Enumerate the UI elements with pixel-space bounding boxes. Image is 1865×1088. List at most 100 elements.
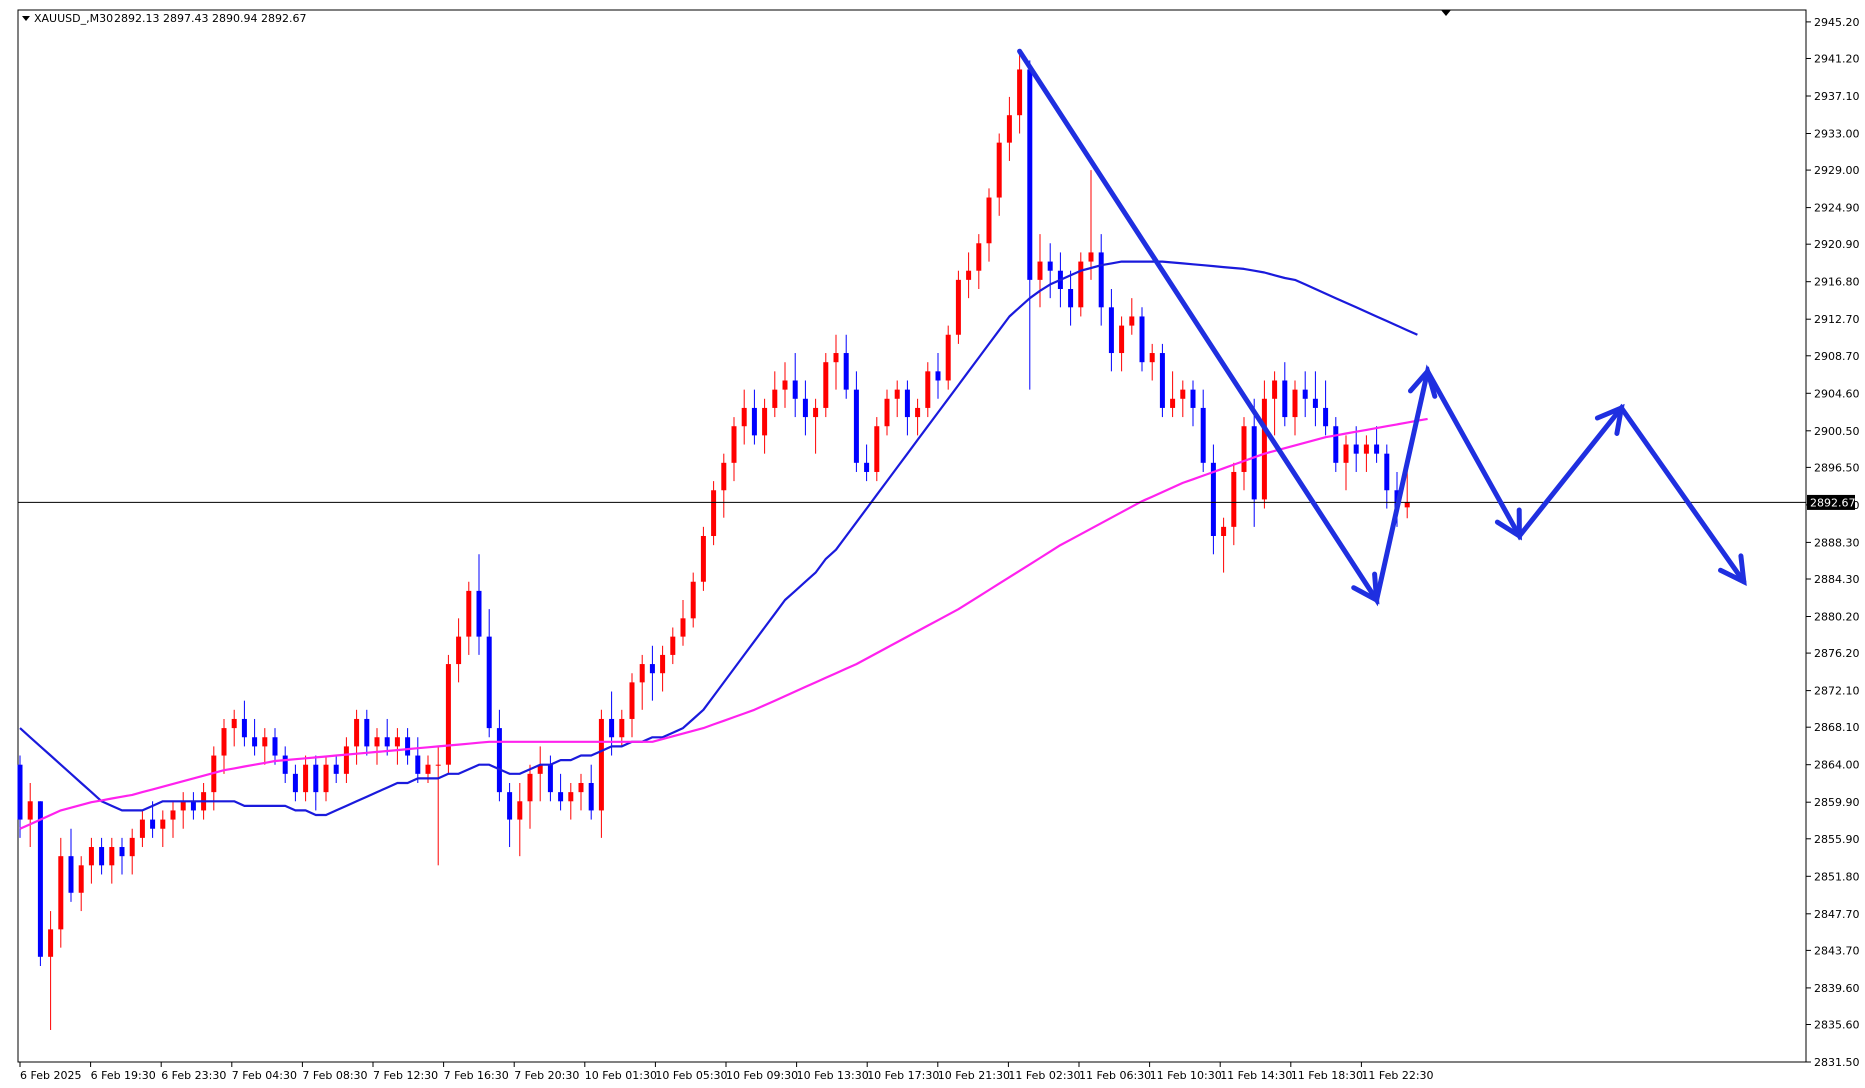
projection-arrowhead [1494, 507, 1522, 541]
candle-bull [915, 407, 921, 418]
x-tick-label: 10 Feb 05:30 [655, 1069, 727, 1082]
y-tick-label: 2872.10 [1814, 685, 1860, 698]
candle-bear [405, 737, 411, 756]
y-tick-label: 2888.30 [1814, 536, 1860, 549]
header-ohlc: 2892.13 2897.43 2890.94 2892.67 [114, 12, 306, 25]
candle-bull [354, 718, 360, 747]
candle-bull [78, 865, 84, 893]
candle-bull [721, 462, 727, 491]
candle-bull [170, 810, 176, 820]
candle-bull [1363, 444, 1369, 454]
candle-bull [976, 243, 982, 271]
x-tick-label: 10 Feb 17:30 [867, 1069, 939, 1082]
candle-bear [476, 590, 482, 637]
candle-bear [1047, 261, 1053, 271]
candle-bull [1088, 252, 1094, 262]
candle-bear [1108, 307, 1114, 354]
candle-bull [741, 407, 747, 427]
candle-bull [48, 929, 54, 957]
candle-bear [364, 718, 370, 747]
candle-bull [782, 380, 788, 390]
candle-bear [1200, 407, 1206, 463]
y-tick-label: 2912.70 [1814, 313, 1860, 326]
y-tick-label: 2933.00 [1814, 127, 1860, 140]
candle-bull [1129, 316, 1135, 326]
candle-bull [1343, 444, 1349, 463]
candle-bull [129, 837, 135, 857]
candle-bear [792, 380, 798, 399]
y-tick-label: 2937.10 [1814, 90, 1860, 103]
candle-bull [762, 407, 768, 436]
x-tick-label: 7 Feb 08:30 [302, 1069, 367, 1082]
current-price-tag-bg [1807, 494, 1855, 510]
candle-bear [507, 792, 513, 820]
candle-bear [99, 847, 105, 866]
candle-bull [374, 737, 380, 747]
candle-bull [1241, 426, 1247, 472]
candles-layer [17, 51, 1410, 1030]
y-tick-label: 2880.20 [1814, 611, 1860, 624]
candle-bull [394, 737, 400, 747]
candle-bear [649, 664, 655, 674]
header-dropdown-icon[interactable] [22, 16, 30, 21]
candle-bull [425, 764, 431, 774]
projection-arrowhead [1718, 553, 1747, 586]
candle-bull [1078, 261, 1084, 308]
candle-bull [109, 847, 115, 866]
candle-bear [241, 718, 247, 738]
projection-arrowhead [1594, 403, 1625, 436]
candle-bear [547, 764, 553, 793]
candle-bull [262, 737, 268, 747]
candle-bull [670, 636, 676, 655]
y-tick-label: 2843.70 [1814, 944, 1860, 957]
candle-bear [904, 389, 910, 418]
candle-bear [843, 353, 849, 390]
candle-bull [435, 764, 441, 766]
x-tick-label: 11 Feb 02:30 [1008, 1069, 1080, 1082]
candle-bear [415, 755, 421, 774]
candle-bull [58, 856, 64, 930]
candle-bull [884, 398, 890, 427]
candle-bear [1210, 462, 1216, 536]
candle-bear [384, 737, 390, 747]
candle-bull [731, 426, 737, 463]
candle-bear [486, 636, 492, 729]
current-price-label: 2892.67 [1810, 496, 1856, 509]
x-tick-label: 11 Feb 18:30 [1291, 1069, 1363, 1082]
x-tick-label: 10 Feb 09:30 [726, 1069, 798, 1082]
candle-bull [690, 581, 696, 619]
moving-average-slow-line [19, 417, 1428, 830]
y-tick-label: 2916.80 [1814, 276, 1860, 289]
candle-bear [935, 371, 941, 381]
candle-bull [680, 618, 686, 637]
x-tick-label: 7 Feb 16:30 [444, 1069, 509, 1082]
candle-bear [68, 856, 74, 893]
x-tick-label: 11 Feb 10:30 [1150, 1069, 1222, 1082]
candle-bear [1098, 252, 1104, 308]
candle-bear [1374, 444, 1380, 454]
candle-bull [578, 782, 584, 793]
y-tick-label: 2900.50 [1814, 425, 1860, 438]
candle-bull [445, 664, 451, 765]
x-tick-label: 10 Feb 21:30 [938, 1069, 1010, 1082]
candle-bear [1333, 426, 1339, 463]
candle-bull [231, 718, 237, 729]
candle-bull [874, 426, 880, 472]
y-tick-label: 2884.30 [1814, 573, 1860, 586]
candle-bull [1037, 261, 1043, 280]
candle-bull [986, 197, 992, 244]
candle-bull [1006, 115, 1012, 143]
y-tick-label: 2851.80 [1814, 870, 1860, 883]
moving-average-fast-line [19, 260, 1418, 817]
candle-bull [221, 728, 227, 756]
candle-bear [558, 792, 564, 802]
candle-bear [150, 819, 156, 829]
candle-bear [282, 755, 288, 774]
shift-marker-icon[interactable] [1441, 10, 1451, 16]
candle-bull [27, 801, 33, 820]
candle-bull [537, 764, 543, 774]
projection-path [1017, 48, 1747, 607]
candle-bull [619, 718, 625, 738]
chart-header: XAUUSD_,M30 2892.13 2897.43 2890.94 2892… [22, 12, 306, 25]
